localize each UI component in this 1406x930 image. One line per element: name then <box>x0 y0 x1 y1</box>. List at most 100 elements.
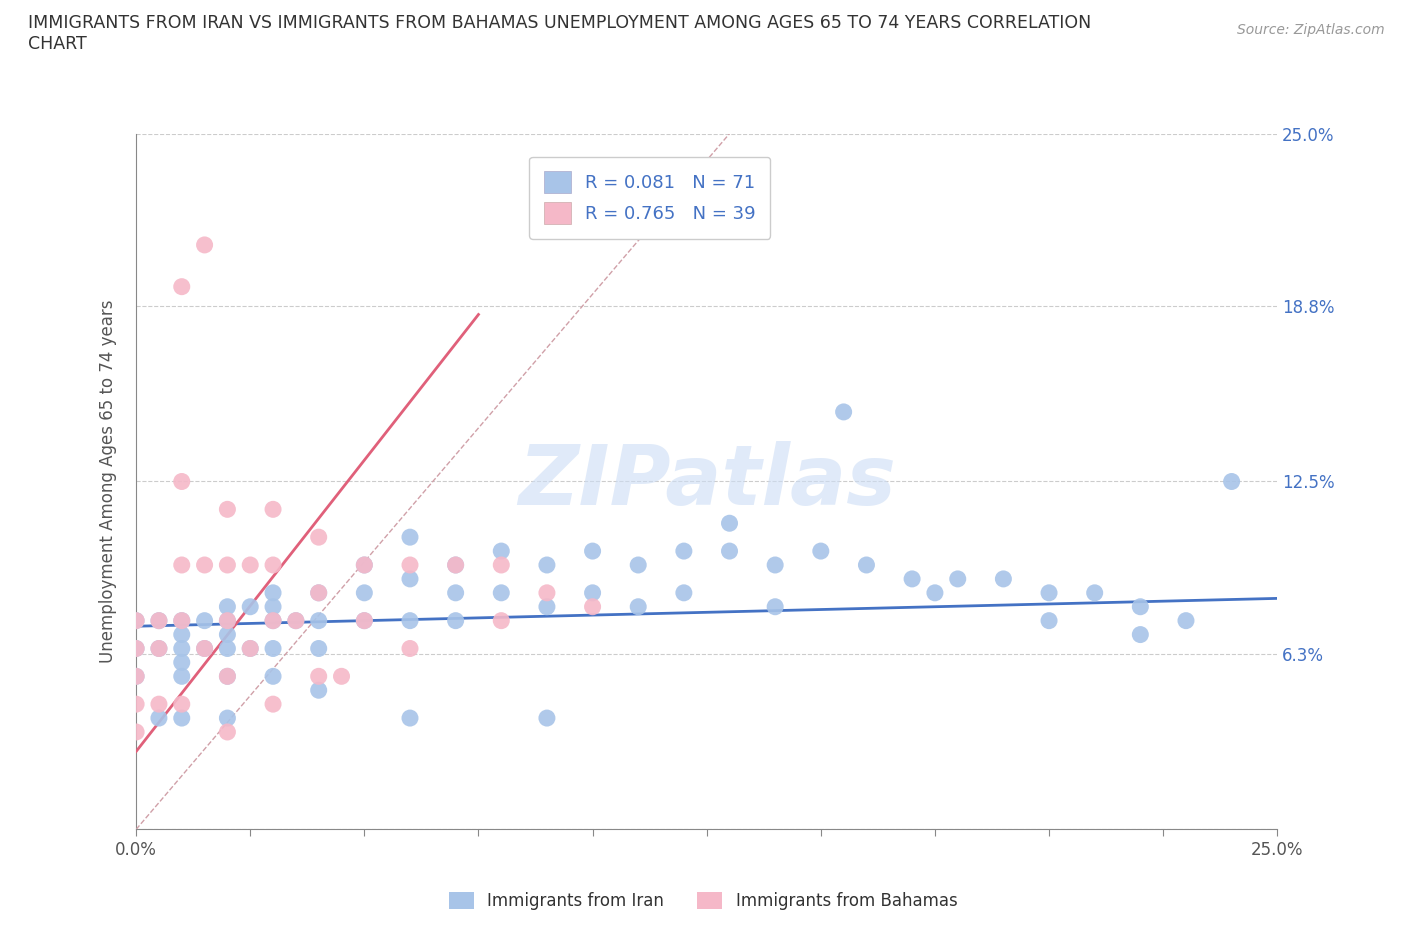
Point <box>148 613 170 628</box>
Point <box>125 613 148 628</box>
Point <box>217 724 239 739</box>
Point <box>217 613 239 628</box>
Point <box>194 613 217 628</box>
Point <box>239 641 262 656</box>
Point <box>901 571 924 586</box>
Point <box>170 558 193 573</box>
Point <box>170 627 193 642</box>
Point <box>1129 627 1152 642</box>
Point <box>262 697 284 711</box>
Point <box>217 669 239 684</box>
Point <box>536 585 558 600</box>
Point <box>170 711 193 725</box>
Point <box>284 613 307 628</box>
Point <box>353 613 375 628</box>
Point <box>581 544 603 559</box>
Point <box>672 585 695 600</box>
Point <box>1220 474 1243 489</box>
Point <box>148 613 170 628</box>
Point <box>353 558 375 573</box>
Point <box>170 613 193 628</box>
Point <box>170 474 193 489</box>
Point <box>170 279 193 294</box>
Point <box>170 669 193 684</box>
Point <box>672 544 695 559</box>
Point <box>262 613 284 628</box>
Point <box>148 711 170 725</box>
Point <box>491 544 513 559</box>
Point <box>217 613 239 628</box>
Point <box>536 558 558 573</box>
Text: ZIPatlas: ZIPatlas <box>517 441 896 522</box>
Point <box>308 669 330 684</box>
Point <box>125 724 148 739</box>
Point <box>399 530 422 545</box>
Point <box>308 585 330 600</box>
Legend: Immigrants from Iran, Immigrants from Bahamas: Immigrants from Iran, Immigrants from Ba… <box>441 885 965 917</box>
Point <box>217 641 239 656</box>
Y-axis label: Unemployment Among Ages 65 to 74 years: Unemployment Among Ages 65 to 74 years <box>100 299 117 663</box>
Point <box>239 599 262 614</box>
Point <box>148 641 170 656</box>
Point <box>125 669 148 684</box>
Point <box>444 613 467 628</box>
Point <box>194 237 217 252</box>
Point <box>399 571 422 586</box>
Point <box>1129 599 1152 614</box>
Point <box>353 613 375 628</box>
Point <box>810 544 832 559</box>
Point <box>763 599 786 614</box>
Point <box>262 669 284 684</box>
Point <box>262 558 284 573</box>
Point <box>217 502 239 517</box>
Point <box>308 530 330 545</box>
Point <box>170 697 193 711</box>
Point <box>1038 585 1060 600</box>
Point <box>148 697 170 711</box>
Point <box>627 558 650 573</box>
Point <box>217 627 239 642</box>
Point <box>444 558 467 573</box>
Point <box>581 599 603 614</box>
Point <box>353 585 375 600</box>
Point <box>308 683 330 698</box>
Point <box>284 613 307 628</box>
Point <box>125 641 148 656</box>
Point <box>262 599 284 614</box>
Point <box>125 669 148 684</box>
Point <box>170 655 193 670</box>
Text: IMMIGRANTS FROM IRAN VS IMMIGRANTS FROM BAHAMAS UNEMPLOYMENT AMONG AGES 65 TO 74: IMMIGRANTS FROM IRAN VS IMMIGRANTS FROM … <box>28 14 1091 53</box>
Point <box>491 558 513 573</box>
Point <box>718 516 741 531</box>
Point <box>217 599 239 614</box>
Point <box>993 571 1015 586</box>
Point <box>217 669 239 684</box>
Point <box>170 641 193 656</box>
Point <box>262 613 284 628</box>
Point <box>718 544 741 559</box>
Point <box>148 641 170 656</box>
Point <box>217 558 239 573</box>
Point <box>308 641 330 656</box>
Point <box>763 558 786 573</box>
Point <box>353 558 375 573</box>
Point <box>308 585 330 600</box>
Point <box>491 613 513 628</box>
Point <box>946 571 969 586</box>
Point <box>399 613 422 628</box>
Point <box>330 669 353 684</box>
Point <box>217 711 239 725</box>
Point <box>125 697 148 711</box>
Point <box>491 585 513 600</box>
Point <box>1084 585 1107 600</box>
Point <box>194 641 217 656</box>
Point <box>444 558 467 573</box>
Point <box>239 641 262 656</box>
Point <box>444 585 467 600</box>
Point <box>581 585 603 600</box>
Point <box>399 641 422 656</box>
Point <box>308 613 330 628</box>
Point <box>399 711 422 725</box>
Point <box>1175 613 1198 628</box>
Point <box>170 613 193 628</box>
